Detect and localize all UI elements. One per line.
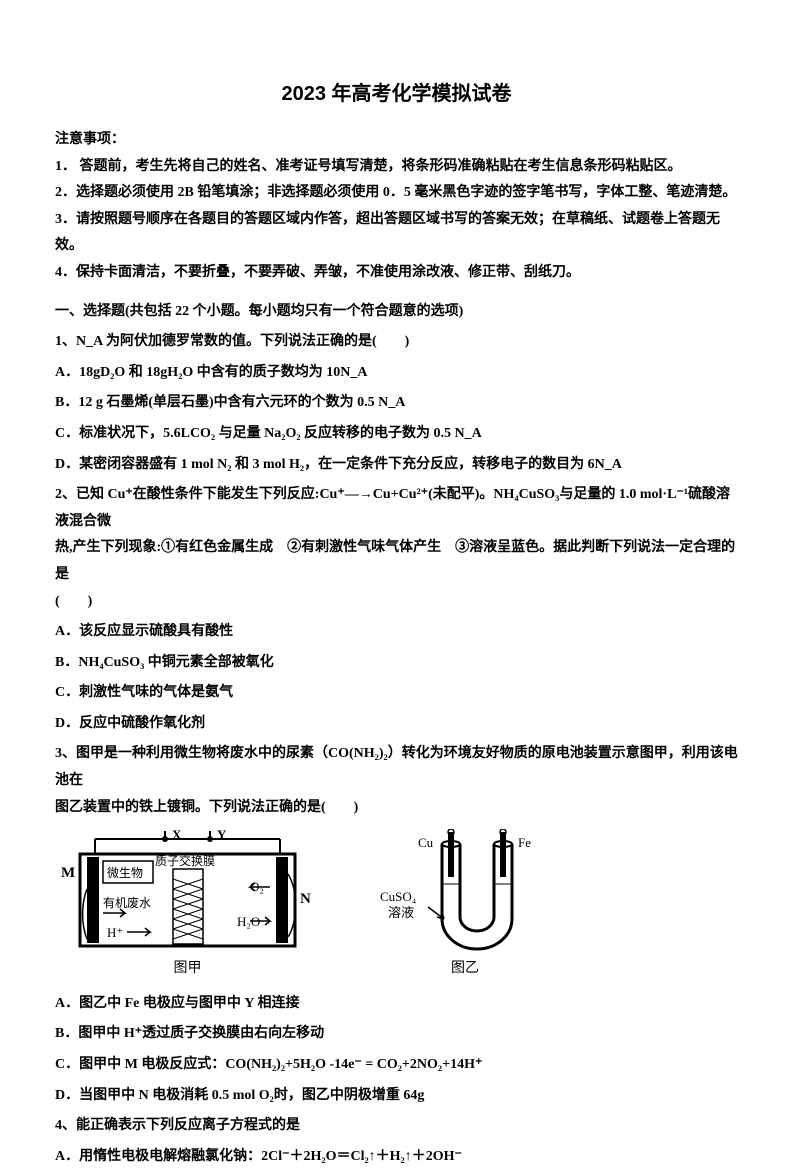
page-title: 2023 年高考化学模拟试卷	[55, 75, 738, 113]
instruction-2: 2．选择题必须使用 2B 铅笔填涂；非选择题必须使用 0．5 毫米黑色字迹的签字…	[55, 180, 738, 207]
q1-option-b: B．12 g 石墨烯(单层石墨)中含有六元环的个数为 0.5 N_A	[55, 390, 738, 417]
q2-option-a: A．该反应显示硫酸具有酸性	[55, 619, 738, 646]
q1-option-c: C．标准状况下，5.6LCO₂ 与足量 Na₂O₂ 反应转移的电子数为 0.5 …	[55, 421, 738, 448]
q1-option-d: D．某密闭容器盛有 1 mol N₂ 和 3 mol H₂，在一定条件下充分反应…	[55, 452, 738, 479]
svg-text:H⁺: H⁺	[107, 925, 123, 940]
notice-header: 注意事项：	[55, 127, 738, 154]
instruction-3: 3．请按照题号顺序在各题目的答题区域内作答，超出答题区域书写的答案无效；在草稿纸…	[55, 207, 738, 260]
q3-option-c: C．图甲中 M 电极反应式：CO(NH₂)₂+5H₂O -14e⁻ = CO₂+…	[55, 1052, 738, 1079]
q2-stem-line3: ( )	[55, 589, 738, 616]
instruction-1: 1． 答题前，考生先将自己的姓名、准考证号填写清楚，将条形码准确粘贴在考生信息条…	[55, 154, 738, 181]
svg-text:Cu: Cu	[418, 835, 434, 850]
q2-option-c: C．刺激性气味的气体是氨气	[55, 680, 738, 707]
diagram-row: X Y M N 微生物 有机废水 H⁺	[55, 829, 738, 983]
diagram-jia: X Y M N 微生物 有机废水 H⁺	[55, 829, 320, 954]
q4-stem: 4、能正确表示下列反应离子方程式的是	[55, 1113, 738, 1140]
svg-text:X: X	[172, 829, 182, 842]
q3-option-b: B．图甲中 H⁺透过质子交换膜由右向左移动	[55, 1021, 738, 1048]
diagram-yi: Cu Fe CuSO₄ 溶液	[370, 829, 560, 954]
q1-option-a: A．18gD₂O 和 18gH₂O 中含有的质子数均为 10N_A	[55, 360, 738, 387]
q2-stem-line2: 热,产生下列现象:①有红色金属生成 ②有刺激性气味气体产生 ③溶液呈蓝色。据此判…	[55, 535, 738, 588]
q2-stem-line1: 2、已知 Cu⁺在酸性条件下能发生下列反应:Cu⁺—→Cu+Cu²⁺(未配平)。…	[55, 482, 738, 535]
svg-text:质子交换膜: 质子交换膜	[155, 853, 215, 868]
diagram-jia-container: X Y M N 微生物 有机废水 H⁺	[55, 829, 320, 983]
instruction-4: 4．保持卡面清洁，不要折叠，不要弄破、弄皱，不准使用涂改液、修正带、刮纸刀。	[55, 260, 738, 287]
q3-stem-line1: 3、图甲是一种利用微生物将废水中的尿素（CO(NH₂)₂）转化为环境友好物质的原…	[55, 741, 738, 794]
section-1-header: 一、选择题(共包括 22 个小题。每小题均只有一个符合题意的选项)	[55, 299, 738, 326]
instructions-list: 1． 答题前，考生先将自己的姓名、准考证号填写清楚，将条形码准确粘贴在考生信息条…	[55, 154, 738, 287]
svg-text:溶液: 溶液	[388, 905, 414, 920]
q1-stem: 1、N_A 为阿伏加德罗常数的值。下列说法正确的是( )	[55, 329, 738, 356]
q3-stem-line2: 图乙装置中的铁上镀铜。下列说法正确的是( )	[55, 795, 738, 822]
diagram-yi-label: 图乙	[451, 956, 479, 983]
q2-option-d: D．反应中硫酸作氧化剂	[55, 711, 738, 738]
diagram-jia-label: 图甲	[174, 956, 202, 983]
svg-text:有机废水: 有机废水	[103, 895, 151, 910]
q3-option-d: D．当图甲中 N 电极消耗 0.5 mol O₂时，图乙中阴极增重 64g	[55, 1083, 738, 1110]
svg-text:Y: Y	[217, 829, 227, 842]
svg-text:N: N	[300, 891, 311, 907]
q4-option-a: A．用惰性电极电解熔融氯化钠：2Cl⁻＋2H₂O＝Cl₂↑＋H₂↑＋2OH⁻	[55, 1144, 738, 1170]
diagram-yi-container: Cu Fe CuSO₄ 溶液 图乙	[370, 829, 560, 983]
q2-option-b: B．NH₄CuSO₃ 中铜元素全部被氧化	[55, 650, 738, 677]
svg-text:M: M	[61, 865, 75, 881]
svg-text:微生物: 微生物	[107, 866, 143, 880]
svg-text:Fe: Fe	[518, 835, 531, 850]
q3-option-a: A．图乙中 Fe 电极应与图甲中 Y 相连接	[55, 991, 738, 1018]
svg-text:CuSO₄: CuSO₄	[380, 889, 417, 904]
